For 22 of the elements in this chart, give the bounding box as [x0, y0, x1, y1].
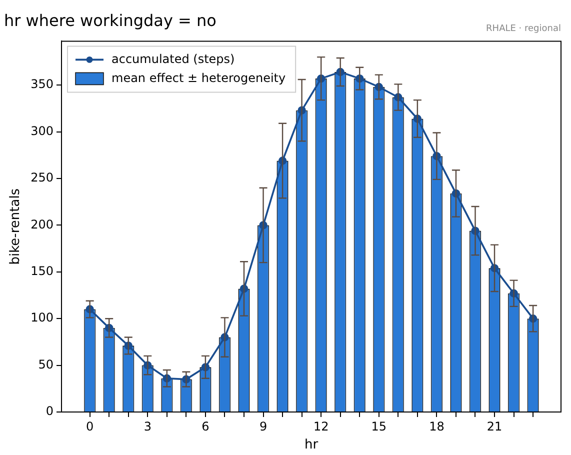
x-tick-label: 18: [429, 419, 444, 434]
x-tick-label: 9: [259, 419, 268, 434]
legend-label: mean effect ± heterogeneity: [112, 70, 286, 85]
x-tick-label: 21: [486, 419, 502, 434]
x-tick-label: 12: [313, 419, 329, 434]
y-tick-label: 100: [30, 310, 54, 325]
y-tick-label: 350: [30, 77, 54, 92]
y-tick-label: 50: [38, 357, 54, 372]
y-tick-label: 0: [46, 404, 54, 418]
y-tick-label: 200: [30, 217, 54, 232]
x-tick-label: 15: [371, 419, 387, 434]
x-tick-label: 3: [144, 419, 152, 434]
text: RHALE · regional: [486, 24, 561, 34]
chart-title: hr where workingday = no: [4, 10, 216, 30]
y-tick-label: 300: [30, 124, 54, 138]
y-axis-title: bike-rentals: [8, 188, 24, 265]
x-tick-label: 0: [86, 419, 94, 434]
x-tick-label: 6: [202, 419, 210, 434]
y-tick-label: 150: [30, 264, 54, 278]
legend-label: accumulated (steps): [112, 52, 235, 66]
x-axis-title: hr: [304, 438, 319, 453]
y-tick-label: 250: [30, 170, 54, 185]
